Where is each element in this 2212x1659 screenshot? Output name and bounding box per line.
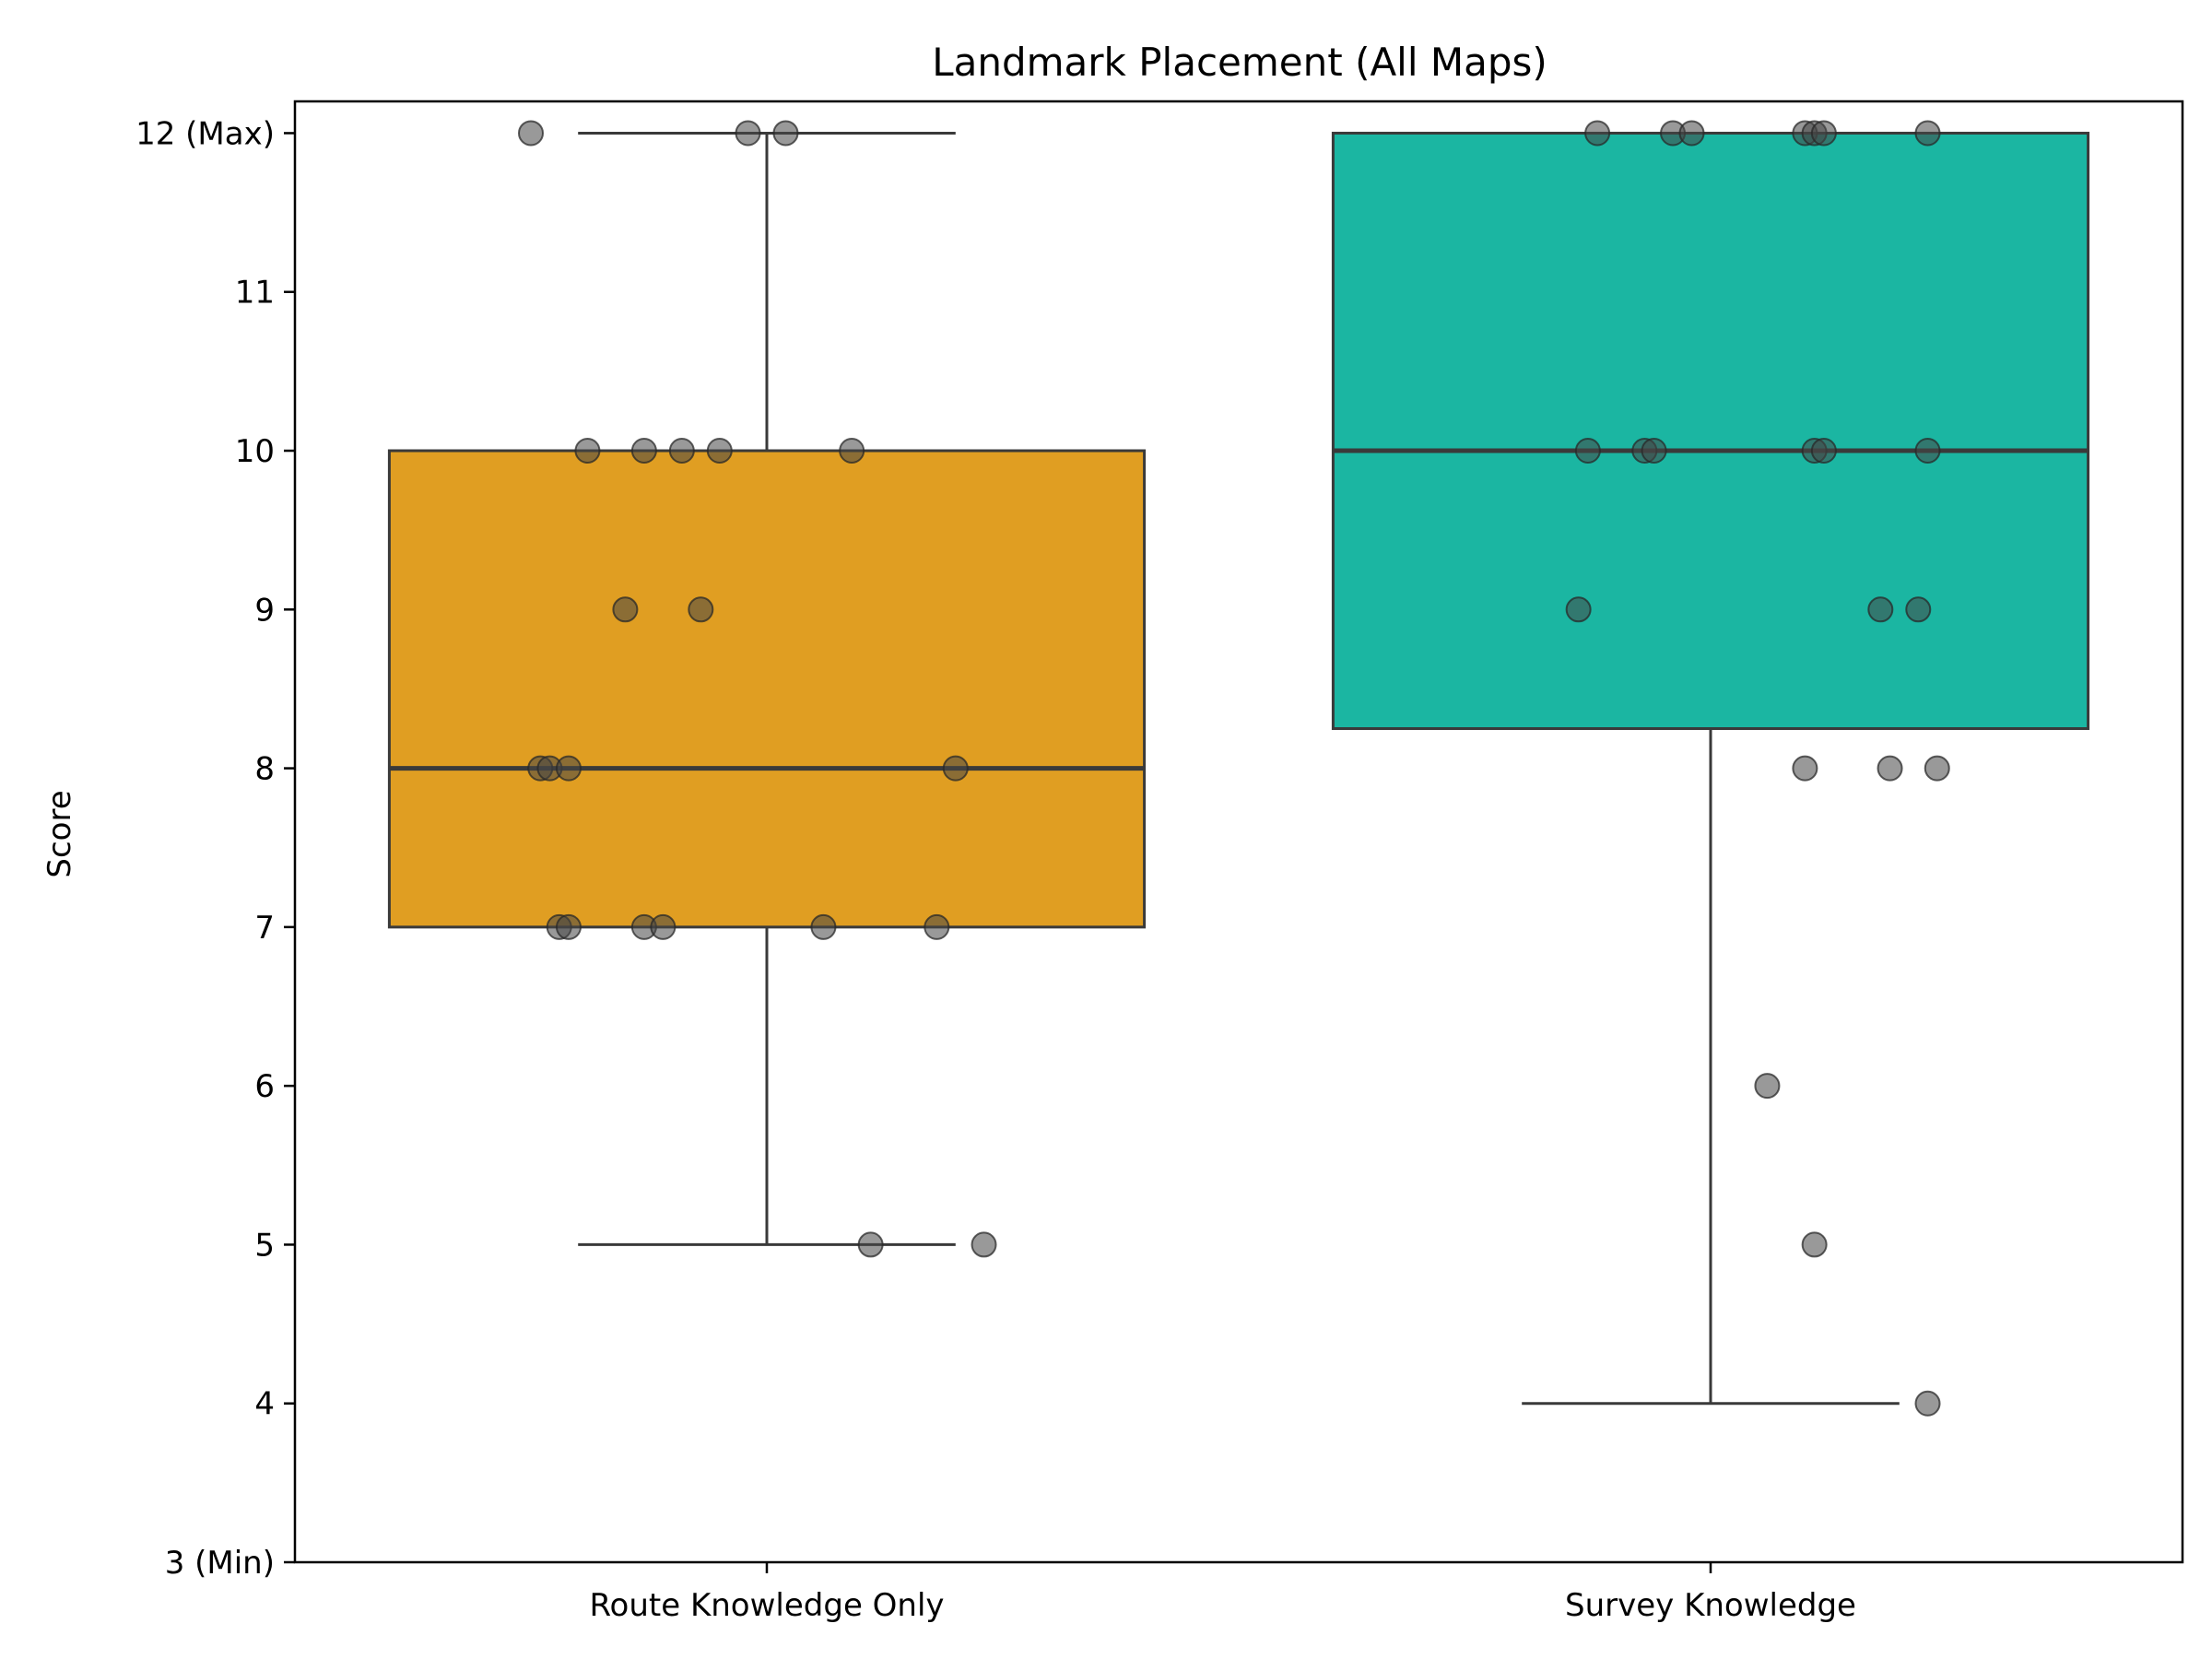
data-point (1914, 120, 1941, 147)
data-point (1641, 438, 1667, 465)
data-point (612, 596, 639, 623)
data-point (839, 438, 865, 465)
data-point (971, 1231, 997, 1258)
data-point (1924, 755, 1950, 782)
y-tick-label: 5 (254, 1227, 275, 1264)
data-point (942, 755, 969, 782)
x-tick-label: Survey Knowledge (1565, 1587, 1856, 1624)
data-point (735, 120, 761, 147)
iqr-box (1331, 131, 2090, 731)
y-tick-label: 6 (254, 1068, 275, 1105)
y-tick-label: 11 (235, 275, 275, 312)
y-tick-label: 9 (254, 592, 275, 629)
data-point (1914, 438, 1941, 465)
plot-area (387, 120, 2090, 1417)
data-point (1574, 438, 1601, 465)
box-group-2 (1331, 120, 2090, 1417)
iqr-box (387, 449, 1147, 929)
chart-title: Landmark Placement (All Maps) (932, 40, 1547, 85)
data-point (1584, 120, 1611, 147)
y-tick-label: 10 (235, 433, 275, 470)
data-point (630, 438, 657, 465)
data-point (1678, 120, 1705, 147)
y-tick-label: 12 (Max) (135, 115, 275, 152)
data-point (518, 120, 544, 147)
plot-frame (293, 100, 2184, 1564)
data-point (650, 913, 677, 940)
data-point (857, 1231, 884, 1258)
data-point (668, 438, 695, 465)
data-point (555, 755, 582, 782)
data-point (1792, 755, 1818, 782)
data-point (1565, 596, 1592, 623)
y-axis-title: Score (41, 790, 78, 877)
data-point (1810, 120, 1837, 147)
data-point (924, 913, 950, 940)
data-point (1905, 596, 1932, 623)
box-group-1 (387, 120, 1147, 1258)
y-axis: 3 (Min) 4 5 6 7 8 9 10 11 12 (Max) (135, 115, 295, 1582)
data-point (772, 120, 799, 147)
data-point (706, 438, 733, 465)
data-point (555, 913, 582, 940)
y-tick-label: 8 (254, 751, 275, 788)
data-point (1914, 1390, 1941, 1417)
y-tick-label: 4 (254, 1386, 275, 1423)
data-point (1877, 755, 1903, 782)
data-point (688, 596, 714, 623)
data-point (1754, 1073, 1781, 1100)
data-point (810, 913, 837, 940)
x-axis: Route Knowledge Only Survey Knowledge (589, 1562, 1856, 1624)
data-point (1867, 596, 1894, 623)
data-point (1801, 1231, 1828, 1258)
y-tick-label: 3 (Min) (165, 1545, 275, 1582)
data-point (1810, 438, 1837, 465)
x-tick-label: Route Knowledge Only (589, 1587, 944, 1624)
y-tick-label: 7 (254, 910, 275, 947)
data-point (574, 438, 601, 465)
